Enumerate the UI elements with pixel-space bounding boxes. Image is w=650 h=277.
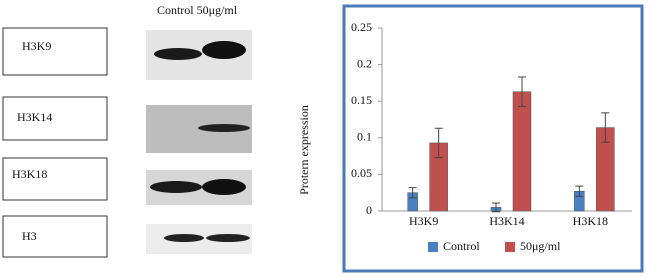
label-box — [2, 96, 108, 141]
blot-band — [154, 48, 202, 60]
blot-band — [150, 181, 202, 193]
error-bar — [518, 76, 526, 107]
legend-label: 50μg/ml — [520, 239, 561, 253]
y-axis-label: Protern expression — [297, 105, 311, 195]
error-bar — [492, 202, 500, 213]
blot-band — [202, 179, 246, 195]
bar — [512, 91, 532, 212]
y-tick-label: 0.25 — [351, 20, 372, 34]
label-box — [2, 27, 108, 76]
blot-band — [164, 234, 204, 242]
error-bar — [408, 187, 417, 199]
legend-swatch — [505, 242, 515, 252]
chart-frame — [342, 4, 644, 273]
blot-label: H3 — [22, 229, 37, 243]
y-tick-label: 0.05 — [351, 166, 372, 180]
legend-label: Control — [443, 239, 480, 253]
blot-label: H3K9 — [22, 39, 51, 53]
y-tick-label: 0.1 — [357, 130, 372, 144]
blot-band — [202, 41, 246, 59]
error-bar — [434, 127, 443, 159]
label-box — [2, 157, 108, 201]
label-box — [2, 215, 108, 258]
y-tick-label: 0.15 — [351, 93, 372, 107]
blot-band — [198, 124, 250, 132]
blot-header: Control 50μg/ml — [157, 3, 238, 17]
blot-label: H3K18 — [12, 167, 47, 181]
error-bar — [601, 112, 610, 143]
blot-band — [206, 234, 250, 242]
y-tick-label: 0.2 — [357, 56, 372, 70]
blot-label: H3K14 — [17, 110, 52, 124]
x-tick-label: H3K9 — [409, 214, 438, 228]
x-tick-label: H3K18 — [573, 214, 608, 228]
legend-swatch — [428, 242, 438, 252]
y-tick-label: 0 — [366, 203, 372, 217]
error-bar — [575, 185, 584, 197]
plot: 0 0.05 0.1 0.15 0.2 0.25 H3K9 H3K14 H3K18 Control… — [351, 20, 632, 253]
x-tick-label: H3K14 — [489, 214, 524, 228]
